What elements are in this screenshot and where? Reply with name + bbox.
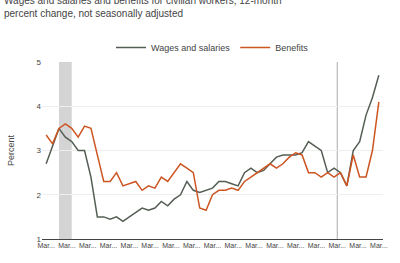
svg-text:Mar...: Mar... [245, 242, 263, 249]
svg-text:Wages and salaries and benefit: Wages and salaries and benefits for civi… [4, 0, 282, 19]
svg-text:Mar...: Mar... [58, 242, 76, 249]
svg-text:Mar...: Mar... [329, 242, 347, 249]
svg-text:Mar...: Mar... [308, 242, 326, 249]
svg-text:4: 4 [37, 102, 42, 111]
svg-text:Mar...: Mar... [141, 242, 159, 249]
svg-text:Mar...: Mar... [121, 242, 139, 249]
svg-text:Mar...: Mar... [183, 242, 201, 249]
svg-text:5: 5 [37, 58, 42, 67]
svg-text:Mar...: Mar... [287, 242, 305, 249]
svg-text:Mar...: Mar... [349, 242, 367, 249]
svg-text:Mar...: Mar... [204, 242, 222, 249]
svg-text:Mar...: Mar... [79, 242, 97, 249]
svg-text:Mar...: Mar... [225, 242, 243, 249]
svg-text:2: 2 [37, 191, 42, 200]
svg-text:Mar...: Mar... [370, 242, 388, 249]
svg-text:Mar...: Mar... [100, 242, 118, 249]
svg-text:Benefits: Benefits [275, 43, 308, 53]
svg-text:Mar...: Mar... [266, 242, 284, 249]
svg-text:1: 1 [37, 235, 42, 244]
svg-text:Wages and salaries: Wages and salaries [151, 43, 230, 53]
svg-text:Mar...: Mar... [37, 242, 55, 249]
svg-text:3: 3 [37, 146, 42, 155]
svg-text:Percent: Percent [6, 134, 16, 166]
svg-text:Mar...: Mar... [162, 242, 180, 249]
